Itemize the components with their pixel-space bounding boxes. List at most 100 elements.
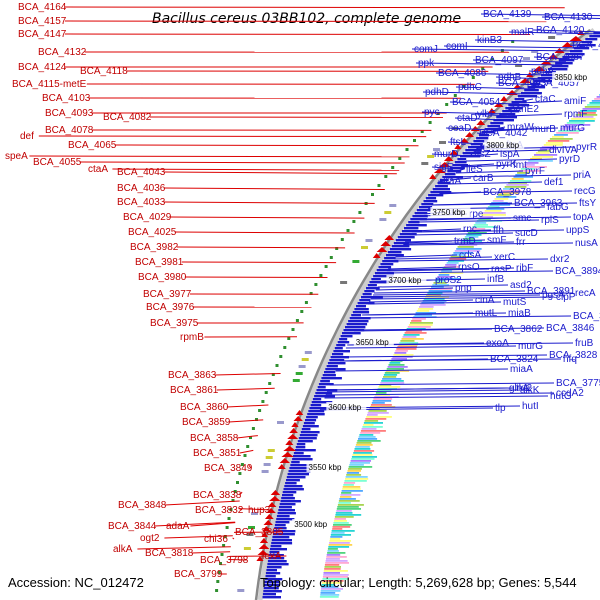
cog-stripe	[348, 468, 362, 470]
cog-stripe	[417, 308, 434, 310]
forward-gene-block	[544, 71, 556, 74]
forward-gene-block	[367, 284, 377, 287]
right-leader-line	[457, 168, 465, 172]
forward-gene-block	[423, 200, 438, 203]
cog-stripe	[341, 490, 363, 492]
kbp-label-bg	[386, 275, 427, 285]
tick-dot	[358, 211, 362, 214]
right-leader-line	[403, 241, 515, 245]
right-leader-line	[454, 117, 504, 121]
tick-dot	[240, 463, 244, 466]
right-gene-label: sucD	[515, 228, 538, 239]
left-leader-line	[163, 187, 385, 190]
right-gene-label: recG	[574, 186, 596, 197]
reverse-gene-arrow	[266, 508, 276, 513]
right-gene-label: BCA_3775	[556, 378, 600, 389]
forward-gene-block	[401, 230, 422, 233]
left-gene-label: BCA_4118	[80, 66, 128, 77]
cog-stripe	[537, 150, 551, 152]
right-gene-label: rplS	[541, 215, 559, 226]
tick-dot	[346, 229, 350, 232]
left-gene-label: BCA_3975	[150, 318, 199, 329]
kbp-label-bg	[353, 337, 394, 347]
forward-gene-block	[454, 161, 467, 164]
forward-gene-block	[269, 551, 280, 554]
tick-dot	[405, 148, 409, 151]
forward-gene-block	[362, 293, 372, 296]
right-gene-label: rpsO	[458, 262, 480, 273]
right-gene-label: pdhB	[498, 72, 522, 83]
forward-gene-block	[585, 38, 598, 41]
cog-stripe	[382, 378, 402, 380]
right-leader-line	[422, 91, 530, 95]
cog-stripe	[375, 392, 387, 394]
reverse-gene-arrow	[376, 247, 388, 252]
cog-stripe	[358, 438, 378, 440]
reverse-gene-arrow	[270, 490, 281, 495]
cog-stripe	[321, 582, 343, 584]
left-gene-label: BCA_4078	[45, 125, 94, 136]
right-leader-line	[370, 296, 555, 300]
cog-stripe	[481, 214, 506, 216]
forward-gene-block	[449, 167, 465, 170]
cog-stripe	[472, 226, 497, 228]
feature-box	[523, 57, 530, 60]
cog-stripe	[361, 428, 377, 430]
forward-gene-block	[577, 44, 596, 47]
right-leader-line	[474, 39, 591, 43]
right-leader-line	[435, 72, 551, 76]
cog-stripe	[501, 190, 521, 192]
left-leader-line	[239, 449, 254, 454]
left-gene-label: BCA_3863	[168, 370, 217, 381]
right-leader-line	[522, 98, 534, 102]
forward-gene-block	[357, 302, 375, 305]
left-leader-line	[190, 522, 236, 527]
right-leader-line	[431, 166, 460, 170]
right-leader-line	[386, 268, 490, 272]
cog-stripe	[520, 168, 535, 170]
forward-gene-block	[432, 188, 450, 191]
forward-gene-block	[317, 386, 326, 389]
cog-stripe	[518, 170, 541, 172]
cog-stripe	[387, 366, 408, 368]
forward-gene-block	[397, 236, 415, 239]
tick-dot	[371, 193, 374, 196]
left-leader-line	[29, 155, 410, 158]
cog-stripe	[419, 306, 434, 308]
left-gene-label: BCA_3798	[200, 555, 249, 566]
right-leader-line	[339, 358, 562, 362]
cog-stripe	[436, 278, 461, 280]
reverse-gene-arrow	[256, 556, 264, 561]
cog-stripe	[434, 280, 445, 282]
right-leader-line	[431, 153, 471, 157]
forward-gene-block	[299, 434, 318, 437]
right-gene-label: recA	[575, 288, 596, 299]
right-leader-line	[460, 164, 512, 168]
right-leader-line	[461, 163, 495, 167]
feature-box	[379, 218, 387, 221]
tick-dot	[391, 166, 395, 169]
forward-gene-block	[296, 443, 306, 446]
right-leader-line	[367, 301, 502, 305]
kbp-tick-label: 3500 kbp	[294, 520, 327, 529]
right-leader-line	[335, 368, 509, 372]
tick-dot	[420, 130, 424, 133]
left-gene-label: BCA_4055	[33, 157, 82, 168]
cog-stripe	[362, 426, 383, 428]
cog-stripe	[333, 520, 347, 522]
right-gene-label: clpP	[556, 292, 576, 303]
right-gene-label: ftsZ	[474, 149, 491, 160]
map-title: Bacillus cereus 03BB102, complete genome	[152, 11, 461, 27]
right-gene-label: pnp	[455, 283, 472, 294]
cog-stripe	[345, 476, 368, 478]
kbp-tick-label: 3650 kbp	[356, 338, 389, 347]
cog-stripe	[342, 488, 361, 490]
forward-gene-block	[286, 479, 300, 482]
forward-gene-block	[425, 197, 437, 200]
cog-stripe	[522, 166, 547, 168]
forward-gene-block	[288, 470, 311, 473]
left-leader-line	[216, 387, 275, 391]
left-gene-label: BCA_3860	[180, 402, 229, 413]
right-leader-line	[372, 292, 574, 296]
left-leader-line	[114, 144, 419, 147]
